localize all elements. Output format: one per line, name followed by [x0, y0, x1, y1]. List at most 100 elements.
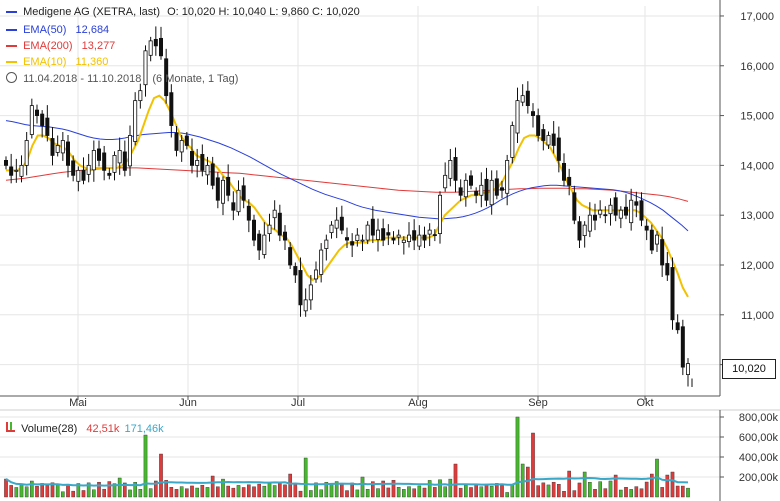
volume-bar [97, 481, 101, 498]
volume-bar [422, 487, 427, 498]
volume-bar [143, 434, 148, 498]
volume-bar [154, 480, 158, 498]
candle-body [91, 150, 96, 171]
volume-bar [195, 487, 199, 498]
volume-bar [55, 484, 60, 498]
candle-body [386, 232, 391, 236]
candle-body [231, 202, 236, 211]
volume-bar [686, 487, 690, 498]
candle-body [45, 117, 50, 136]
candle-body [484, 178, 489, 201]
volume-bar [634, 486, 639, 498]
candle-body [443, 174, 448, 189]
volume-bar [159, 453, 163, 498]
candle-body [541, 129, 546, 141]
price-tick-label: 17,000 [740, 11, 774, 23]
candle-body [97, 148, 102, 161]
candle-body [313, 269, 318, 280]
volume-bar [608, 480, 613, 498]
volume-bar [624, 487, 628, 498]
price-tick-label: 16,000 [740, 61, 774, 73]
candle-body [365, 224, 370, 241]
volume-bar [593, 489, 597, 498]
volume-bar [391, 480, 396, 498]
candle-body [391, 237, 396, 241]
volume-bar [660, 487, 664, 498]
volume-bar [71, 490, 75, 498]
volume-label: Volume(28) [21, 423, 78, 435]
candle-body [272, 209, 277, 219]
volume-bar [257, 483, 261, 498]
volume-bar [107, 481, 112, 498]
volume-bar [24, 486, 29, 498]
candle-body [14, 169, 19, 172]
volume-bar [629, 489, 633, 498]
volume-bar [365, 489, 370, 498]
candle-body [257, 233, 262, 251]
volume-bar [164, 480, 168, 498]
volume-bars [4, 416, 690, 498]
instrument-swatch [6, 11, 17, 14]
volume-tick-label: 800,00k [739, 412, 779, 424]
candle-body [639, 200, 644, 221]
volume-value-2: 171,46k [124, 423, 164, 435]
candle-body [76, 169, 81, 182]
candle-body [344, 237, 349, 241]
volume-bar [231, 487, 236, 498]
candle-body [401, 239, 406, 243]
grid-lines [0, 6, 720, 478]
volume-bar [283, 484, 287, 498]
candle-body [396, 234, 401, 238]
volume-bar [546, 484, 551, 498]
volume-bar [319, 489, 323, 498]
last-price-tag: 10,020 [722, 359, 776, 379]
candle-body [520, 95, 525, 103]
legend-ema50: EMA(50) 12,684 [6, 24, 109, 36]
candle-body [164, 58, 169, 97]
candle-body [158, 37, 163, 57]
chart-header: Medigene AG (XETRA, last) O: 10,020 H: 1… [6, 6, 360, 18]
candle-body [649, 229, 654, 251]
volume-bar [236, 485, 241, 498]
candle-body [107, 172, 112, 176]
volume-bar [298, 490, 303, 498]
volume-bar [376, 488, 380, 498]
candle-body [329, 224, 334, 234]
volume-bar [619, 489, 623, 498]
candle-body [122, 151, 127, 171]
volume-bar [500, 485, 504, 498]
price-tick-label: 11,000 [741, 310, 774, 322]
ema50-swatch [6, 29, 17, 32]
candle-body [339, 216, 344, 231]
candle-body [9, 166, 14, 176]
volume-bar [386, 487, 391, 498]
candle-body [417, 234, 422, 247]
candle-body [381, 228, 386, 241]
volume-bar [200, 485, 205, 498]
volume-bar [510, 484, 515, 498]
candle-body [71, 160, 76, 176]
volume-bar [670, 471, 675, 498]
candle-body [210, 163, 215, 186]
volume-bar [19, 484, 24, 498]
volume-bar [309, 490, 313, 498]
candle-body [288, 247, 293, 266]
candle-body [112, 155, 117, 173]
volume-bar [210, 475, 215, 498]
volume-bar [314, 482, 318, 498]
volume-bar [551, 481, 556, 498]
candle-body [282, 231, 287, 241]
candle-body [334, 219, 339, 229]
time-tick-label: Jun [179, 397, 197, 409]
candle-body [4, 159, 9, 166]
volume-bar [505, 492, 509, 498]
candle-body [117, 150, 122, 164]
candle-body [195, 159, 200, 166]
candle-body [499, 187, 504, 191]
candle-body [355, 234, 360, 241]
clock-icon [6, 72, 17, 83]
volume-bar [247, 484, 251, 498]
volume-bar [396, 487, 401, 498]
volume-bar [185, 488, 189, 498]
